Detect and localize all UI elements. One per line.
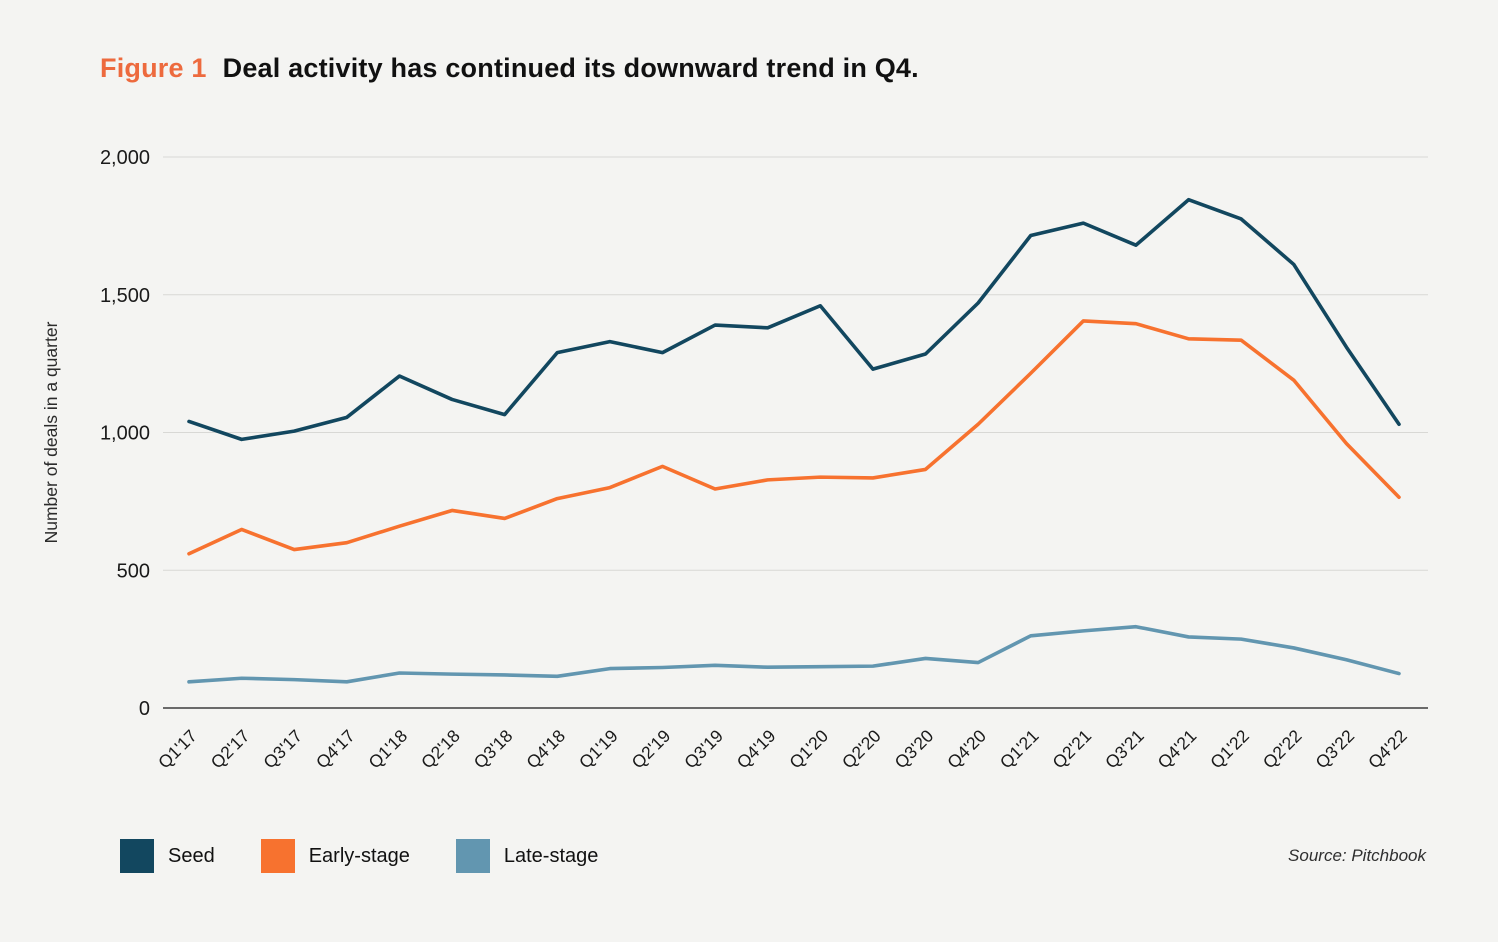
- x-tick-label: Q3'18: [470, 726, 517, 773]
- y-tick-label: 500: [117, 560, 150, 582]
- x-tick-label: Q2'18: [417, 726, 464, 773]
- x-tick-label: Q2'22: [1259, 726, 1306, 773]
- x-tick-label: Q2'19: [628, 726, 675, 773]
- legend-swatch: [260, 839, 295, 873]
- x-tick-label: Q1'19: [575, 726, 622, 773]
- x-tick-label: Q2'20: [838, 726, 885, 773]
- y-tick-label: 2,000: [100, 147, 150, 169]
- legend-item-late-stage: Late-stage: [455, 839, 599, 873]
- x-tick-label: Q1'20: [785, 726, 832, 773]
- x-tick-label: Q4'18: [522, 726, 569, 773]
- page-title: Deal activity has continued its downward…: [222, 53, 919, 83]
- legend: Seed Early-stage Late-stage: [120, 839, 598, 873]
- x-tick-label: Q3'19: [680, 726, 727, 773]
- x-tick-label: Q3'21: [1101, 726, 1148, 773]
- x-tick-label: Q2'21: [1048, 726, 1095, 773]
- figure-label: Figure 1: [100, 53, 207, 83]
- x-tick-label: Q3'20: [891, 726, 938, 773]
- x-tick-label: Q4'22: [1364, 726, 1411, 773]
- source-credit: Source: Pitchbook: [1288, 846, 1426, 865]
- x-tick-label: Q3'17: [259, 726, 306, 773]
- x-tick-label: Q3'22: [1311, 726, 1358, 773]
- x-tick-label: Q4'19: [733, 726, 780, 773]
- legend-swatch: [120, 839, 154, 873]
- series-line-late-stage: [187, 624, 1401, 684]
- chart-header: Figure 1 Deal activity has continued its…: [100, 53, 919, 84]
- legend-label: Early-stage: [308, 844, 410, 867]
- x-tick-label: Q4'21: [1154, 726, 1201, 773]
- x-tick-label: Q4'17: [312, 726, 359, 773]
- x-tick-label: Q1'18: [364, 726, 411, 773]
- legend-item-seed: Seed: [120, 839, 215, 873]
- series-line-early-stage: [187, 319, 1401, 556]
- x-tick-label: Q2'17: [207, 726, 254, 773]
- y-axis-title: Number of deals in a quarter: [41, 321, 61, 543]
- x-tick-label: Q1'17: [154, 726, 201, 773]
- legend-swatch: [455, 839, 490, 873]
- y-tick-label: 1,500: [100, 285, 150, 307]
- legend-item-early-stage: Early-stage: [260, 839, 410, 873]
- series-line-seed: [187, 197, 1401, 442]
- legend-label: Seed: [168, 844, 215, 867]
- x-tick-label: Q1'22: [1206, 726, 1253, 773]
- y-tick-label: 0: [139, 698, 150, 720]
- y-tick-label: 1,000: [100, 423, 150, 445]
- x-tick-label: Q4'20: [943, 726, 990, 773]
- legend-label: Late-stage: [503, 844, 599, 867]
- x-tick-label: Q1'21: [996, 726, 1043, 773]
